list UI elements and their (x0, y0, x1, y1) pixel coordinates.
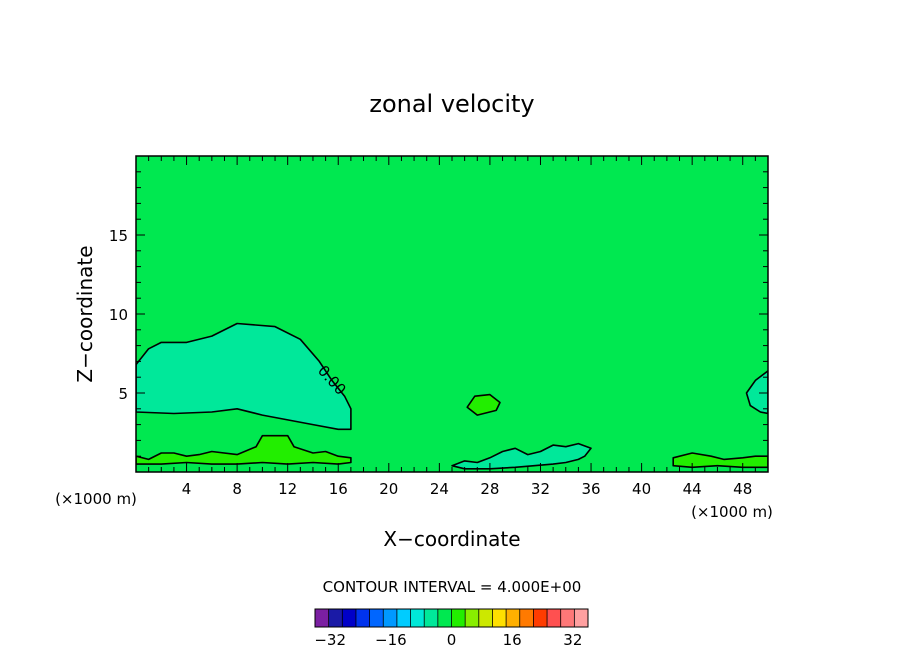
y-tick-label: 10 (109, 306, 128, 324)
colorbar-swatch (342, 609, 357, 627)
plot-area: 0.00 (135, 155, 769, 473)
chart-title: zonal velocity (369, 90, 534, 118)
colorbar-swatch (355, 609, 370, 627)
y-tick-label: 15 (109, 227, 128, 245)
x-tick-label: 12 (278, 480, 297, 498)
z-unit-label: (×1000 m) (55, 490, 137, 508)
colorbar-swatch (547, 609, 561, 627)
colorbar-swatch (492, 609, 507, 627)
colorbar-frame (314, 608, 589, 628)
x-tick-label: 24 (430, 480, 449, 498)
colorbar: −32 −16 0 16 32 (314, 608, 589, 649)
y-tick-label: 5 (118, 385, 128, 403)
contour-region-negative-surface-east (451, 442, 592, 470)
x-tick-label: 28 (480, 480, 499, 498)
x-unit-label: (×1000 m) (691, 503, 773, 521)
colorbar-swatch (519, 609, 534, 627)
contour-region-positive-band-surface (136, 434, 352, 465)
colorbar-swatch (328, 609, 343, 627)
contour-region-negative-blob-east (745, 370, 768, 415)
plot-background (136, 156, 768, 472)
x-tick-labels: 4 8 12 16 20 24 28 32 36 40 44 48 (182, 480, 752, 498)
colorbar-swatch (533, 609, 548, 627)
x-tick-label: 32 (531, 480, 550, 498)
colorbar-swatch (574, 609, 589, 627)
contour-interval-text: CONTOUR INTERVAL = 4.000E+00 (323, 578, 582, 596)
colorbar-swatch (560, 609, 575, 627)
colorbar-swatch (506, 609, 521, 627)
x-tick-label: 8 (232, 480, 242, 498)
colorbar-tick-label: 0 (447, 631, 457, 649)
colorbar-swatch (369, 609, 384, 627)
y-axis-label: Z−coordinate (73, 245, 97, 382)
colorbar-swatch (410, 609, 425, 627)
x-tick-label: 44 (683, 480, 702, 498)
colorbar-swatch (424, 609, 439, 627)
y-tick-labels: 5 10 15 (109, 227, 128, 403)
x-tick-label: 20 (379, 480, 398, 498)
x-tick-label: 36 (581, 480, 600, 498)
x-tick-label: 40 (632, 480, 651, 498)
contour-region-negative-jet-west (136, 322, 352, 431)
contour-regions (136, 322, 768, 470)
x-tick-label: 4 (182, 480, 192, 498)
colorbar-swatch (451, 609, 466, 627)
colorbar-swatch (396, 609, 411, 627)
colorbar-swatch (465, 609, 480, 627)
colorbar-swatch (315, 609, 329, 627)
x-tick-label: 48 (733, 480, 752, 498)
colorbar-swatch (383, 609, 398, 627)
colorbar-swatch (478, 609, 493, 627)
contour-region-positive-blob-28 (466, 393, 501, 416)
colorbar-tick-label: 32 (563, 631, 582, 649)
axis-ticks (136, 156, 768, 472)
colorbar-tick-label: −16 (375, 631, 407, 649)
colorbar-tick-label: −32 (314, 631, 346, 649)
colorbar-swatch (437, 609, 452, 627)
x-tick-label: 16 (329, 480, 348, 498)
colorbar-tick-label: 16 (503, 631, 522, 649)
x-axis-label: X−coordinate (383, 527, 520, 551)
